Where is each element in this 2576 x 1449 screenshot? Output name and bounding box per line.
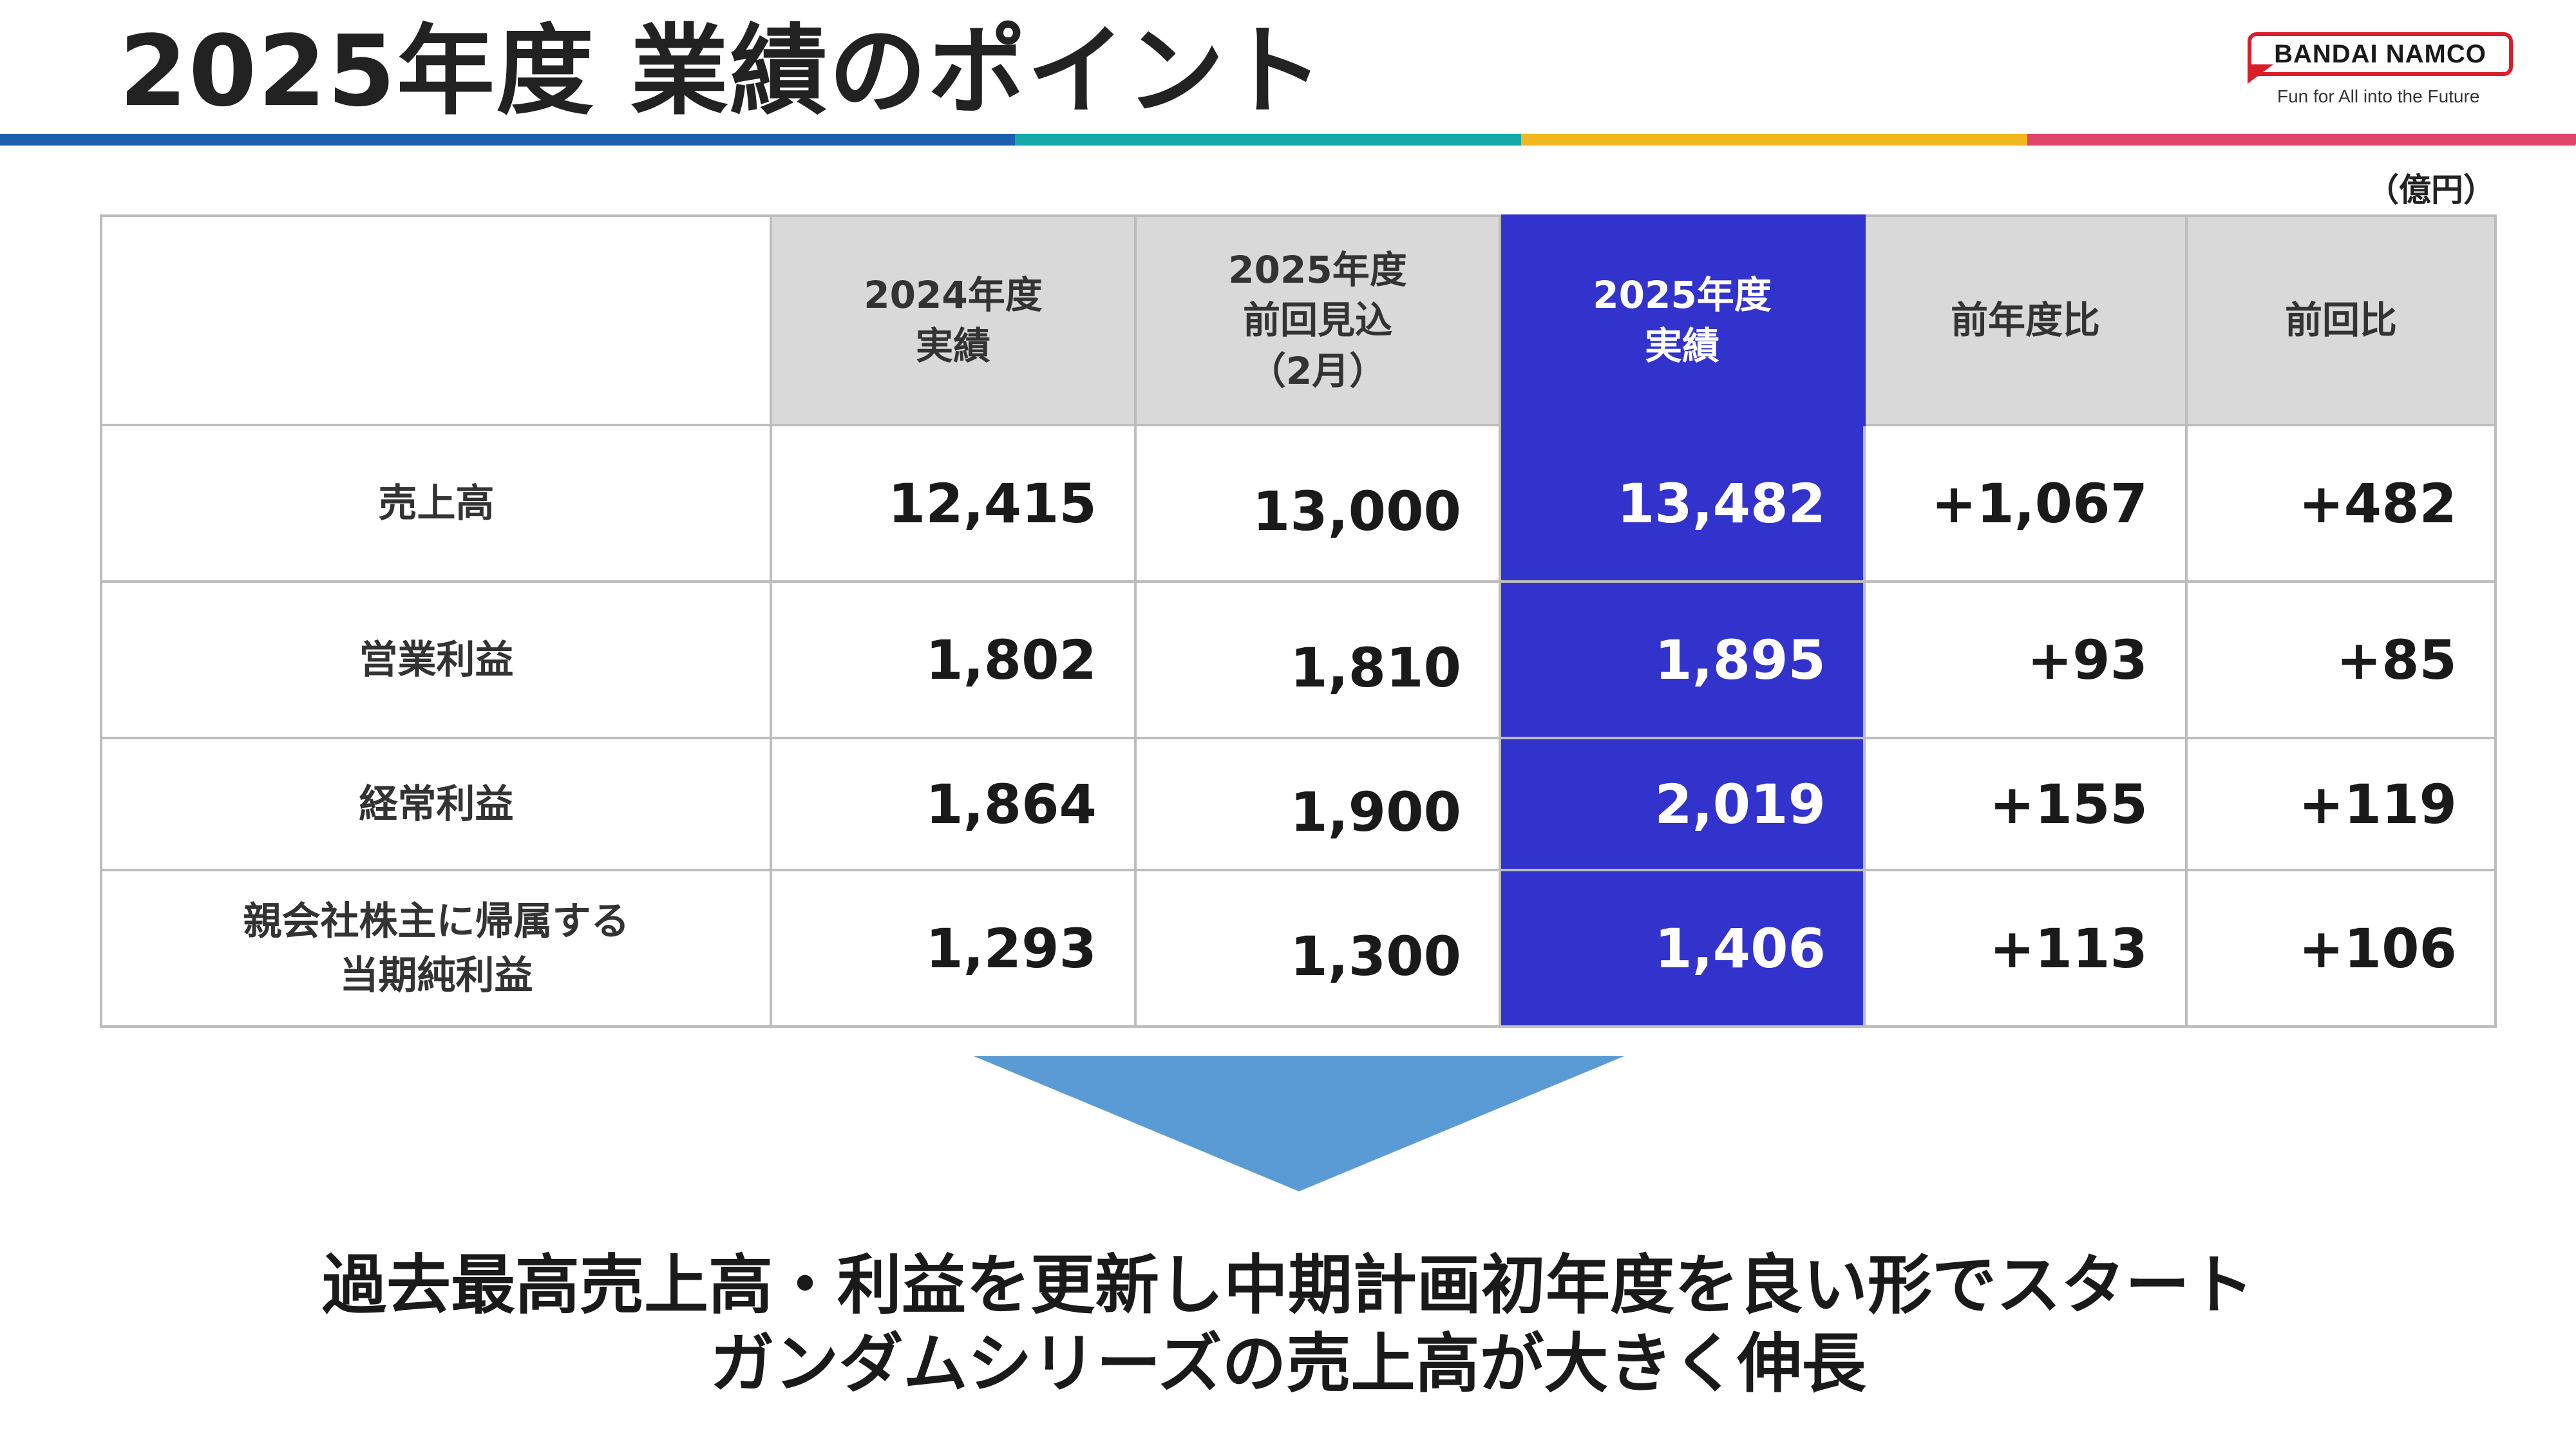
column-header-fy2024-actual: 2024年度 実績 xyxy=(770,214,1137,426)
cell-value: 1,802 xyxy=(770,580,1137,739)
color-bar-segment-teal xyxy=(1015,134,1530,146)
cell-value: 1,864 xyxy=(770,737,1137,871)
logo-brand-text: BANDAI NAMCO xyxy=(2248,32,2513,76)
color-bar-segment-blue xyxy=(0,134,1024,146)
cell-value-highlight: 1,895 xyxy=(1499,580,1866,739)
cell-value: +482 xyxy=(2185,424,2497,583)
value-text: +119 xyxy=(2298,772,2457,836)
value-text: 1,293 xyxy=(925,916,1097,980)
cell-value-highlight: 2,019 xyxy=(1499,737,1866,871)
cell-value: +113 xyxy=(1863,869,2188,1028)
value-text: +113 xyxy=(1989,916,2148,980)
bandai-namco-logo: BANDAI NAMCO Fun for All into the Future xyxy=(2248,32,2518,116)
table-row: 売上高 12,415 13,000 13,482 +1,067 +482 xyxy=(100,424,2497,583)
color-bar-segment-yellow xyxy=(1521,134,2036,146)
value-text: +155 xyxy=(1989,772,2148,836)
value-text: +1,067 xyxy=(1931,471,2148,535)
column-header-fy2025-actual: 2025年度 実績 xyxy=(1499,214,1866,426)
cell-value: +85 xyxy=(2185,580,2497,739)
cell-value: 1,900 xyxy=(1134,737,1501,871)
table-row: 経常利益 1,864 1,900 2,019 +155 +119 xyxy=(100,737,2497,871)
value-text: 13,482 xyxy=(1616,471,1826,535)
conclusion-text: 過去最高売上高・利益を更新し中期計画初年度を良い形でスタート ガンダムシリーズの… xyxy=(0,1246,2576,1403)
header-color-bar xyxy=(0,134,2576,146)
page-title: 2025年度 業績のポイント xyxy=(119,14,1325,128)
table-row: 営業利益 1,802 1,810 1,895 +93 +85 xyxy=(100,580,2497,739)
conclusion-line-2: ガンダムシリーズの売上高が大きく伸長 xyxy=(710,1326,1866,1401)
cell-value: +106 xyxy=(2185,869,2497,1028)
down-arrow-icon xyxy=(974,1056,1624,1191)
value-text: +482 xyxy=(2298,471,2457,535)
row-label-net-income: 親会社株主に帰属する 当期純利益 xyxy=(100,869,772,1028)
unit-label: （億円） xyxy=(2367,171,2496,209)
row-label-net-sales: 売上高 xyxy=(100,424,772,583)
row-label-ordinary-income: 経常利益 xyxy=(100,737,772,871)
value-text: 1,864 xyxy=(925,772,1097,836)
down-arrow-shape xyxy=(974,1056,1624,1191)
cell-value: 1,293 xyxy=(770,869,1137,1028)
logo-notch-icon xyxy=(2248,64,2273,84)
value-text: 1,300 xyxy=(1290,924,1461,988)
value-text: 1,406 xyxy=(1654,916,1826,980)
cell-value: 12,415 xyxy=(770,424,1137,583)
cell-value: +155 xyxy=(1863,737,2188,871)
results-table: 2024年度 実績 2025年度 前回見込 （2月） 2025年度 実績 前年度… xyxy=(100,214,2497,1028)
value-text: 12,415 xyxy=(887,471,1097,535)
color-bar-segment-pink xyxy=(2027,134,2576,146)
value-text: 1,895 xyxy=(1654,628,1826,692)
value-text: 1,802 xyxy=(925,628,1097,692)
value-text: 1,810 xyxy=(1290,636,1461,699)
value-text: 2,019 xyxy=(1654,772,1826,836)
cell-value: 13,000 xyxy=(1134,424,1501,583)
column-header-fy2025-forecast: 2025年度 前回見込 （2月） xyxy=(1134,214,1501,426)
conclusion-line-1: 過去最高売上高・利益を更新し中期計画初年度を良い形でスタート xyxy=(322,1247,2254,1323)
cell-value-highlight: 13,482 xyxy=(1499,424,1866,583)
value-text: 13,000 xyxy=(1252,479,1461,543)
value-text: +85 xyxy=(2336,628,2457,692)
value-text: +106 xyxy=(2298,916,2457,980)
cell-value: 1,810 xyxy=(1134,580,1501,739)
table-corner-cell xyxy=(100,214,772,426)
table-header-row: 2024年度 実績 2025年度 前回見込 （2月） 2025年度 実績 前年度… xyxy=(100,214,2497,426)
table-row: 親会社株主に帰属する 当期純利益 1,293 1,300 1,406 +113 … xyxy=(100,869,2497,1028)
cell-value: +93 xyxy=(1863,580,2188,739)
logo-tagline: Fun for All into the Future xyxy=(2277,86,2480,106)
row-label-operating-income: 営業利益 xyxy=(100,580,772,739)
cell-value: +119 xyxy=(2185,737,2497,871)
value-text: 1,900 xyxy=(1290,780,1461,844)
column-header-vs-forecast: 前回比 xyxy=(2185,214,2497,426)
cell-value-highlight: 1,406 xyxy=(1499,869,1866,1028)
cell-value: +1,067 xyxy=(1863,424,2188,583)
column-header-yoy: 前年度比 xyxy=(1863,214,2188,426)
cell-value: 1,300 xyxy=(1134,869,1501,1028)
value-text: +93 xyxy=(2027,628,2148,692)
